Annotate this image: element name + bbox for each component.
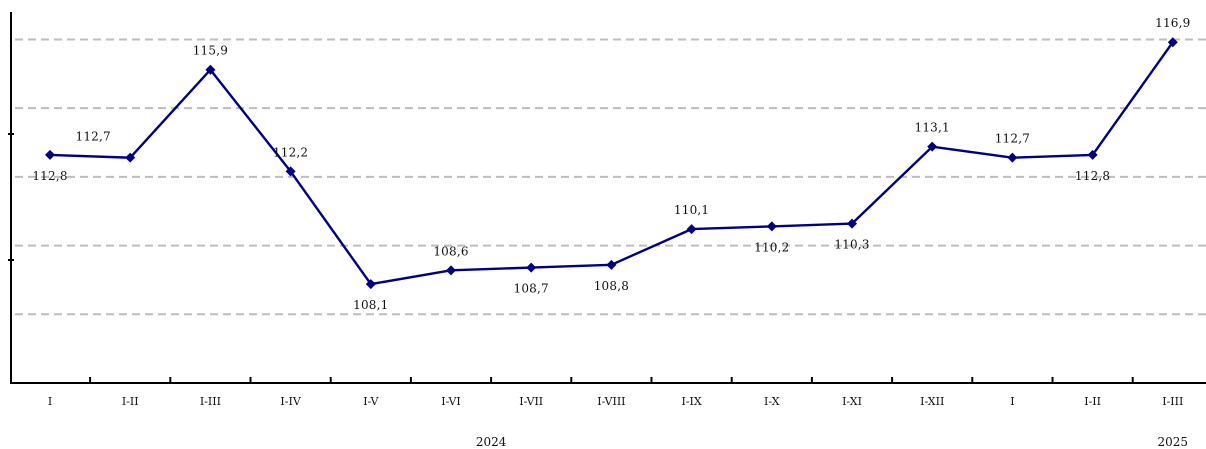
data-label: 112,7 xyxy=(76,130,111,144)
series xyxy=(45,37,1178,290)
x-tick-label: I-IV xyxy=(280,395,301,408)
data-point xyxy=(285,166,296,177)
data-label: 112,7 xyxy=(995,132,1030,146)
x-tick-label: I xyxy=(1010,395,1014,408)
data-point xyxy=(766,221,777,232)
data-point xyxy=(606,259,617,270)
x-tick-labels: I I-II I-III I-IV I-V I-VI I-VII I-VIII I-IX I-X I… xyxy=(48,395,1184,408)
data-point xyxy=(686,224,697,235)
x-tick-label: I-VIII xyxy=(597,395,625,408)
data-point xyxy=(847,218,857,229)
data-label: 110,3 xyxy=(834,238,869,252)
series-line xyxy=(49,41,1174,286)
data-label: 110,2 xyxy=(754,240,789,254)
data-point xyxy=(205,64,216,75)
data-label: 116,9 xyxy=(1155,16,1190,30)
x-tick-label: I-X xyxy=(764,395,780,408)
year-label-2024: 2024 xyxy=(476,435,507,449)
grid-lines xyxy=(15,38,1206,316)
data-point xyxy=(365,279,376,290)
data-point xyxy=(1007,152,1018,163)
x-tick-label: I-II xyxy=(122,395,139,408)
data-label: 115,9 xyxy=(193,44,228,58)
data-label: 110,1 xyxy=(674,203,709,217)
x-tick-label: I-V xyxy=(363,395,379,408)
x-tick-label: I xyxy=(48,395,52,408)
data-point xyxy=(446,265,456,276)
data-point xyxy=(526,262,537,273)
data-point xyxy=(1167,37,1178,48)
data-label: 112,8 xyxy=(1075,169,1110,183)
data-label: 112,2 xyxy=(273,145,308,159)
data-label: 108,7 xyxy=(514,282,549,296)
x-tick-label: I-VII xyxy=(519,395,543,408)
data-point xyxy=(125,152,136,163)
data-point xyxy=(1087,149,1098,160)
data-labels: 112,8 112,7 115,9 112,2 108,1 108,6 108,7 108,8… xyxy=(32,16,1190,312)
year-label-2025: 2025 xyxy=(1158,435,1189,449)
x-tick-label: I-II xyxy=(1084,395,1101,408)
x-tick-label: I-III xyxy=(200,395,221,408)
year-labels: 2024 2025 xyxy=(476,435,1188,449)
axes xyxy=(8,12,1206,384)
data-point xyxy=(45,149,55,160)
x-tick-label: I-VI xyxy=(441,395,461,408)
x-tick-label: I-XI xyxy=(842,395,862,408)
x-tick-label: I-IX xyxy=(681,395,701,408)
x-tick-label: I-XII xyxy=(920,395,944,408)
data-label: 108,8 xyxy=(594,279,629,293)
data-label: 108,1 xyxy=(353,298,388,312)
data-label: 112,8 xyxy=(32,169,67,183)
data-label: 108,6 xyxy=(433,244,468,258)
data-label: 113,1 xyxy=(915,121,950,135)
data-point xyxy=(927,141,938,152)
x-tick-label: I-III xyxy=(1162,395,1183,408)
